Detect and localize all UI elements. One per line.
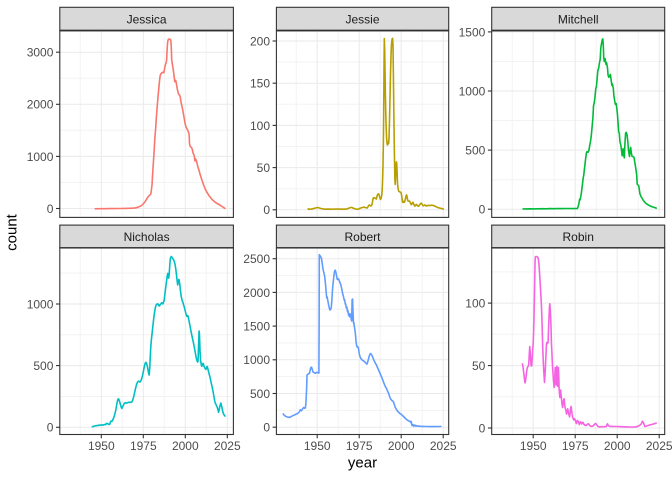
svg-text:Robert: Robert	[344, 230, 381, 244]
svg-text:1950: 1950	[304, 439, 331, 453]
svg-text:3000: 3000	[27, 46, 54, 60]
svg-text:1975: 1975	[346, 439, 373, 453]
svg-text:Jessica: Jessica	[127, 12, 167, 26]
svg-text:2000: 2000	[243, 286, 270, 300]
svg-text:0: 0	[47, 202, 54, 216]
svg-text:0: 0	[47, 421, 54, 435]
svg-text:Nicholas: Nicholas	[124, 230, 170, 244]
svg-text:year: year	[348, 455, 377, 472]
svg-text:1000: 1000	[243, 353, 270, 367]
svg-text:2500: 2500	[243, 252, 270, 266]
svg-text:50: 50	[257, 161, 271, 175]
svg-text:0: 0	[479, 203, 486, 217]
svg-text:0: 0	[263, 421, 270, 435]
svg-text:2000: 2000	[172, 439, 199, 453]
svg-text:1000: 1000	[27, 297, 54, 311]
svg-text:100: 100	[250, 119, 270, 133]
svg-text:1950: 1950	[88, 439, 115, 453]
svg-text:2000: 2000	[27, 98, 54, 112]
svg-text:count: count	[4, 213, 21, 251]
svg-text:2000: 2000	[604, 439, 631, 453]
svg-text:1950: 1950	[520, 439, 547, 453]
svg-text:500: 500	[250, 387, 270, 401]
svg-text:1975: 1975	[562, 439, 589, 453]
svg-text:1000: 1000	[459, 84, 486, 98]
svg-text:150: 150	[250, 77, 270, 91]
svg-text:1500: 1500	[459, 25, 486, 39]
svg-text:500: 500	[465, 144, 485, 158]
svg-text:2025: 2025	[214, 439, 241, 453]
svg-text:0: 0	[479, 421, 486, 435]
svg-text:Robin: Robin	[563, 230, 594, 244]
svg-text:2025: 2025	[430, 439, 457, 453]
svg-text:Jessie: Jessie	[345, 12, 379, 26]
svg-text:100: 100	[465, 297, 485, 311]
svg-text:Mitchell: Mitchell	[558, 12, 599, 26]
svg-text:200: 200	[250, 34, 270, 48]
svg-text:500: 500	[33, 359, 53, 373]
svg-text:2025: 2025	[646, 439, 672, 453]
svg-text:1000: 1000	[27, 150, 54, 164]
svg-text:1975: 1975	[130, 439, 157, 453]
svg-text:50: 50	[472, 359, 486, 373]
svg-text:1500: 1500	[243, 320, 270, 334]
svg-text:2000: 2000	[388, 439, 415, 453]
svg-text:0: 0	[263, 203, 270, 217]
